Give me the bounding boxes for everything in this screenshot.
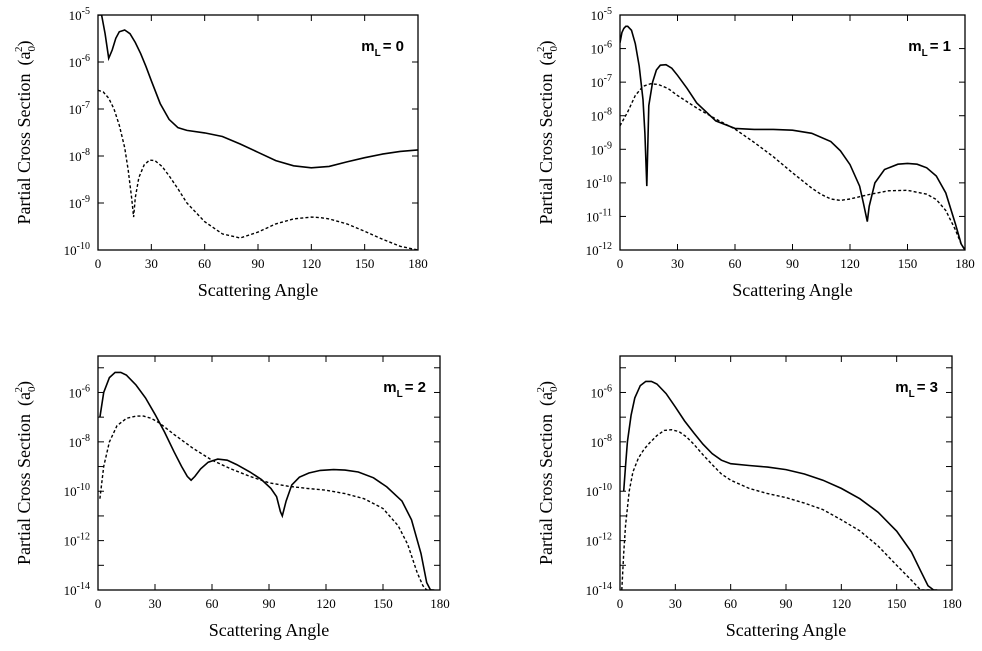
x-tick-label: 60 [729, 256, 742, 271]
y-axis-label: Partial Cross Section(a02) [535, 381, 560, 565]
x-tick-label: 90 [252, 256, 265, 271]
y-axis-label: Partial Cross Section(a02) [535, 41, 560, 225]
dashed-series-line [99, 415, 433, 590]
y-tick-label: 10-8 [591, 433, 612, 450]
y-tick-label: 10-9 [69, 194, 90, 211]
panel-label: mL = 2 [383, 379, 426, 400]
x-tick-label: 150 [887, 596, 907, 611]
y-tick-label: 10-10 [586, 482, 612, 499]
x-tick-label: 150 [373, 596, 393, 611]
x-tick-label: 150 [898, 256, 918, 271]
x-axis-label: Scattering Angle [726, 620, 846, 640]
x-tick-label: 180 [408, 256, 428, 271]
chart-panel-3: 0 30 60 90 120 150 180 10-14 10-12 10-10 10-8 10-6 S… [535, 355, 962, 640]
y-tick-label: 10-6 [69, 53, 90, 70]
x-tick-label: 120 [316, 596, 336, 611]
panel-label: mL = 3 [895, 379, 938, 400]
y-tick-label: 10-12 [586, 532, 612, 549]
y-tick-label: 10-6 [591, 383, 612, 400]
x-tick-label: 180 [430, 596, 450, 611]
x-tick-label: 150 [355, 256, 375, 271]
y-tick-label: 10-14 [64, 581, 90, 598]
x-tick-label: 180 [955, 256, 975, 271]
y-tick-label: 10-8 [591, 107, 612, 124]
panel-label: mL = 0 [361, 38, 404, 59]
y-tick-label: 10-14 [586, 581, 612, 598]
x-tick-label: 60 [206, 596, 219, 611]
y-tick-label: 10-6 [69, 383, 90, 400]
x-tick-label: 90 [786, 256, 799, 271]
y-tick-label: 10-11 [586, 207, 612, 224]
y-tick-label: 10-8 [69, 433, 90, 450]
x-axis-label: Scattering Angle [732, 280, 852, 300]
x-tick-label: 30 [671, 256, 684, 271]
solid-series-line [99, 371, 435, 590]
y-tick-label: 10-10 [586, 174, 612, 191]
y-tick-label: 10-7 [591, 73, 612, 90]
x-tick-label: 120 [302, 256, 322, 271]
x-axis-label: Scattering Angle [209, 620, 329, 640]
y-tick-label: 10-5 [69, 6, 90, 23]
x-tick-label: 90 [780, 596, 793, 611]
y-tick-label: 10-7 [69, 100, 90, 117]
y-tick-label: 10-12 [64, 532, 90, 549]
chart-panel-0: 0 30 60 90 120 150 180 10-10 10-9 10-8 10-7 10-6 10-… [13, 6, 428, 300]
x-tick-label: 30 [669, 596, 682, 611]
x-tick-label: 0 [617, 256, 624, 271]
x-axis-label: Scattering Angle [198, 280, 318, 300]
y-tick-label: 10-12 [586, 241, 612, 258]
y-tick-label: 10-6 [591, 40, 612, 57]
x-tick-label: 30 [145, 256, 158, 271]
x-tick-label: 120 [832, 596, 852, 611]
x-tick-label: 90 [263, 596, 276, 611]
x-tick-label: 0 [95, 256, 102, 271]
y-tick-label: 10-8 [69, 147, 90, 164]
y-tick-label: 10-5 [591, 6, 612, 23]
x-tick-label: 0 [617, 596, 624, 611]
y-tick-label: 10-10 [64, 482, 90, 499]
panel-label: mL = 1 [908, 38, 951, 59]
solid-series-line [98, 15, 418, 169]
x-tick-label: 30 [149, 596, 162, 611]
dashed-series-line [98, 89, 418, 250]
chart-panel-2: 0 30 60 90 120 150 180 10-14 10-12 10-10 10-8 10-6 S… [13, 355, 450, 640]
chart-panel-1: 0 30 60 90 120 150 180 10-12 10-11 10-10 10-9 10-8 1… [535, 6, 975, 300]
x-tick-label: 120 [840, 256, 860, 271]
y-axis-label: Partial Cross Section(a02) [13, 41, 38, 225]
x-tick-label: 60 [198, 256, 211, 271]
y-axis-label: Partial Cross Section(a02) [13, 381, 38, 565]
solid-series-line [622, 380, 938, 590]
x-tick-label: 60 [724, 596, 737, 611]
solid-series-line [620, 25, 965, 250]
x-tick-label: 0 [95, 596, 102, 611]
dashed-series-line [620, 82, 965, 250]
x-tick-label: 180 [942, 596, 962, 611]
y-tick-label: 10-10 [64, 241, 90, 258]
y-tick-label: 10-9 [591, 140, 612, 157]
dashed-series-line [621, 428, 930, 590]
